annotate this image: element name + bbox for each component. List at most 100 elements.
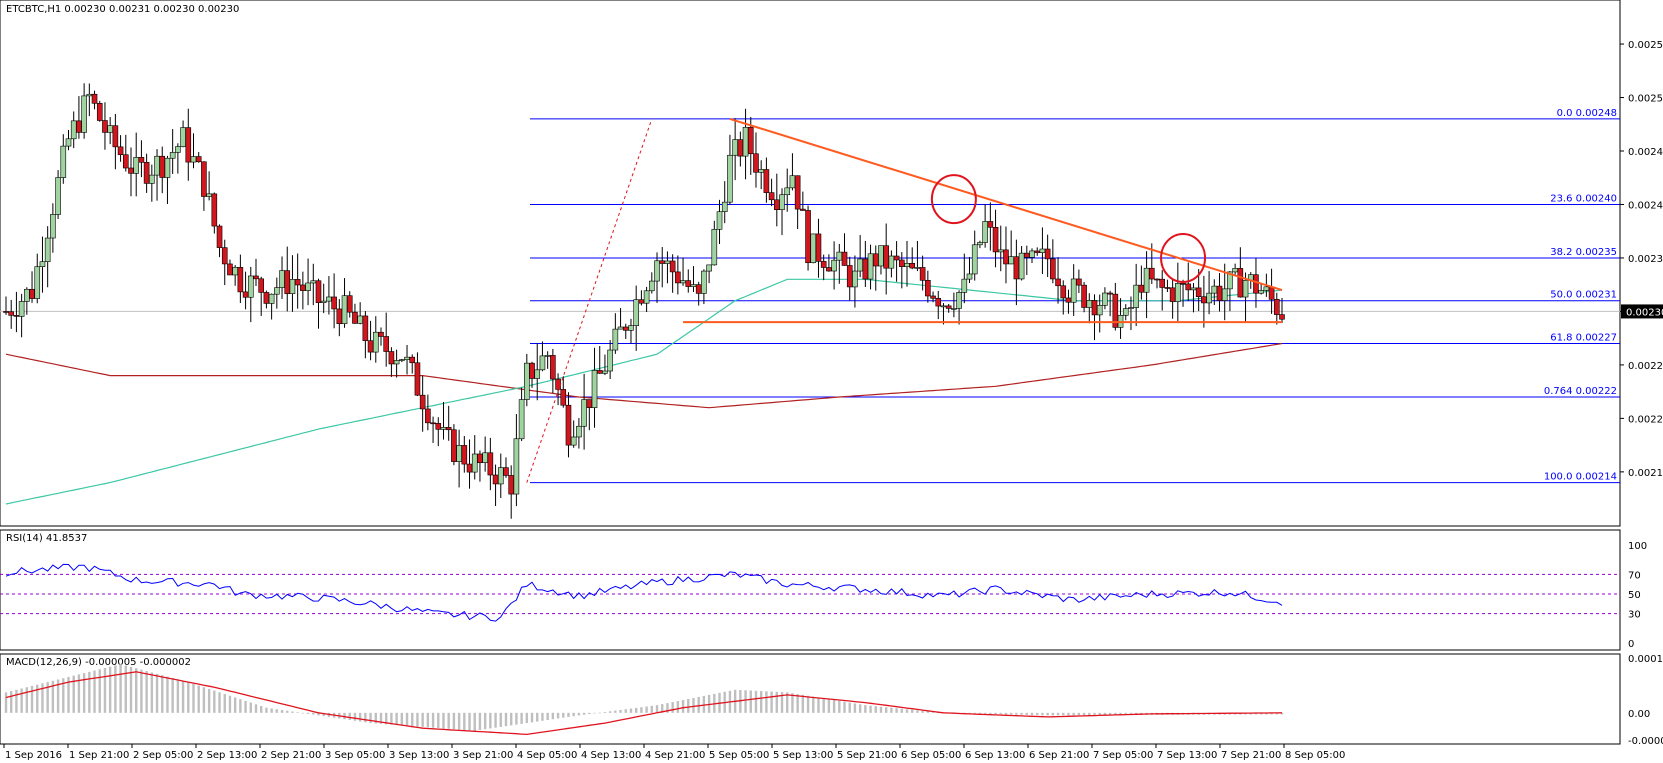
macd-histogram-bar	[119, 664, 122, 713]
macd-histogram-bar	[536, 712, 539, 722]
candle-body	[211, 193, 218, 227]
macd-histogram-bar	[978, 712, 982, 714]
candle-body	[159, 155, 166, 178]
macd-panel	[0, 653, 1621, 745]
candle-body	[70, 120, 77, 140]
candle-body	[1086, 300, 1093, 308]
symbol-header: ETCBTC,H1 0.00230 0.00231 0.00230 0.0023…	[6, 4, 239, 15]
candle-body	[701, 270, 707, 294]
time-tick-label: 7 Sep 05:00	[1093, 750, 1153, 761]
macd-histogram-bar	[1067, 712, 1070, 716]
macd-histogram-bar	[426, 712, 430, 728]
candle-body	[138, 157, 145, 163]
macd-histogram-bar	[20, 688, 23, 713]
time-tick-label: 2 Sep 05:00	[133, 750, 193, 761]
candle-body	[836, 251, 843, 261]
candle-body	[742, 126, 749, 157]
macd-histogram-bar	[525, 712, 529, 724]
candle-body	[24, 288, 30, 302]
macd-histogram-bar	[1046, 712, 1049, 716]
macd-histogram-bar	[546, 712, 549, 721]
macd-tick-label: 0.000107	[1628, 654, 1663, 665]
candle-body	[539, 355, 546, 371]
candle-body	[122, 154, 129, 169]
candle-body	[221, 247, 228, 265]
candle-body	[1273, 299, 1280, 315]
candle-body	[925, 280, 931, 297]
time-tick-label: 3 Sep 05:00	[325, 750, 385, 761]
macd-histogram-bar	[739, 690, 742, 713]
candle-body	[1091, 300, 1098, 316]
candle-body	[1148, 267, 1155, 280]
macd-histogram-bar	[1114, 712, 1117, 716]
candle-body	[143, 162, 150, 184]
candle-body	[367, 340, 374, 353]
macd-histogram-bar	[822, 698, 825, 713]
macd-histogram-bar	[390, 712, 393, 725]
time-tick-label: 2 Sep 21:00	[261, 750, 321, 761]
macd-histogram-bar	[541, 712, 544, 721]
macd-histogram-bar	[786, 692, 789, 713]
macd-histogram-bar	[1270, 712, 1273, 715]
candle-body	[1029, 250, 1035, 258]
macd-histogram-bar	[530, 712, 534, 723]
price-tick-label: 0.00245	[1628, 147, 1663, 158]
candle-body	[622, 326, 629, 331]
macd-histogram-bar	[916, 710, 919, 713]
candle-body	[617, 326, 624, 330]
macd-histogram-bar	[306, 712, 310, 714]
fib-level-label: 0.764 0.00222	[1544, 386, 1617, 397]
macd-histogram-bar	[791, 693, 794, 713]
candle-body	[638, 299, 645, 304]
candle-body	[284, 270, 291, 294]
macd-histogram-bar	[72, 675, 75, 713]
candle-body	[393, 360, 400, 365]
macd-histogram-bar	[41, 683, 44, 713]
candle-body	[263, 292, 270, 304]
macd-histogram-bar	[759, 691, 763, 713]
time-tick-label: 1 Sep 2016	[5, 750, 62, 761]
candle-body	[201, 161, 207, 197]
macd-histogram-bar	[379, 712, 383, 724]
time-tick-label: 6 Sep 05:00	[901, 750, 961, 761]
macd-histogram-bar	[1009, 712, 1013, 715]
candle-body	[664, 260, 671, 264]
candle-body	[1044, 248, 1051, 260]
candle-body	[1050, 258, 1056, 280]
macd-histogram-bar	[921, 710, 924, 713]
candle-body	[513, 438, 520, 495]
rsi-tick-label: 50	[1628, 590, 1641, 601]
macd-histogram-bar	[213, 690, 216, 713]
macd-histogram-bar	[176, 679, 180, 713]
macd-histogram-bar	[687, 699, 690, 713]
candle-body	[914, 267, 921, 269]
macd-histogram-bar	[588, 712, 591, 715]
candle-body	[258, 278, 265, 293]
macd-histogram-bar	[562, 712, 565, 718]
macd-histogram-bar	[744, 690, 747, 713]
macd-histogram-bar	[1275, 712, 1278, 715]
candle-body	[336, 308, 343, 324]
candle-body	[565, 404, 572, 446]
candle-body	[404, 356, 410, 360]
macd-header: MACD(12,26,9) -0.000005 -0.000002	[6, 657, 191, 668]
candle-body	[669, 260, 676, 273]
macd-histogram-bar	[890, 707, 893, 713]
candle-body	[1263, 286, 1270, 291]
time-tick-label: 4 Sep 05:00	[517, 750, 577, 761]
candle-body	[841, 251, 848, 266]
candle-body	[987, 221, 994, 228]
macd-histogram-bar	[431, 712, 435, 728]
macd-histogram-bar	[577, 712, 581, 716]
candle-body	[305, 282, 311, 291]
macd-histogram-bar	[900, 708, 904, 713]
candle-body	[1122, 308, 1129, 316]
candle-body	[654, 260, 660, 282]
macd-histogram-bar	[603, 711, 607, 713]
candle-body	[768, 192, 775, 201]
candle-body	[846, 265, 853, 288]
macd-histogram-bar	[832, 700, 836, 713]
macd-histogram-bar	[51, 680, 55, 713]
macd-histogram-bar	[499, 712, 502, 727]
